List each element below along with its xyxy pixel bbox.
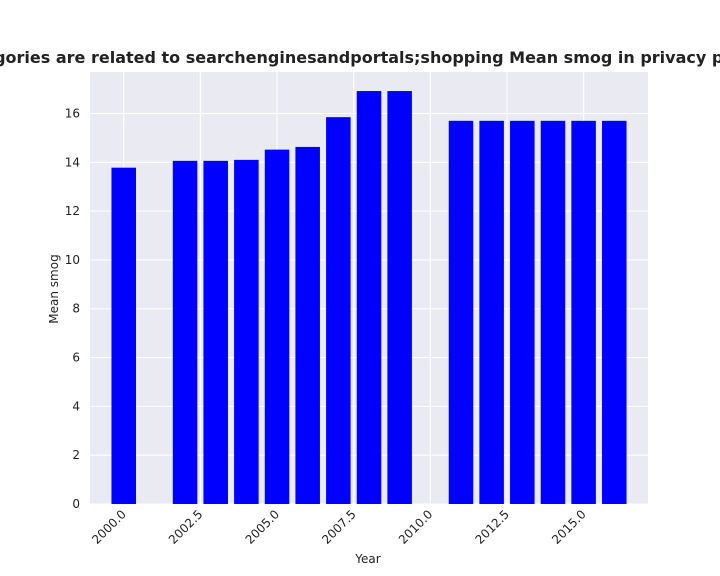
bar	[540, 120, 566, 504]
bar	[203, 160, 228, 504]
y-tick-label: 6	[72, 351, 80, 365]
y-axis-ticks: 0 2 4 6 8 10 12 14 16	[65, 106, 80, 511]
y-tick-label: 2	[72, 448, 80, 462]
bar	[234, 159, 259, 504]
y-tick-label: 4	[72, 399, 80, 413]
x-tick-label: 2007.5	[319, 507, 359, 547]
y-axis-label: Mean smog	[47, 254, 61, 323]
bar	[387, 91, 412, 504]
bar	[448, 120, 474, 504]
x-axis-label: Year	[354, 552, 380, 566]
x-tick-label: 2002.5	[166, 507, 206, 547]
x-tick-label: 2015.0	[549, 507, 589, 547]
bar	[479, 120, 504, 504]
x-tick-label: 2012.5	[472, 507, 512, 547]
x-tick-label: 2005.0	[243, 507, 283, 547]
x-tick-label: 2010.0	[396, 507, 436, 547]
bar	[172, 160, 198, 504]
bar	[264, 149, 290, 504]
bar	[571, 120, 596, 504]
bar	[602, 120, 627, 504]
bar	[510, 120, 535, 504]
y-tick-label: 10	[65, 253, 80, 267]
y-tick-label: 8	[72, 302, 80, 316]
chart-title: n categories are related to searchengine…	[0, 48, 720, 67]
y-tick-label: 0	[72, 497, 80, 511]
bar	[111, 167, 136, 505]
bar	[326, 117, 351, 505]
bar	[295, 146, 320, 504]
x-axis-ticks: 2000.0 2002.5 2005.0 2007.5 2010.0 2012.5 2015…	[89, 507, 588, 547]
y-tick-label: 12	[65, 204, 80, 218]
bars	[111, 91, 627, 505]
bar	[356, 91, 382, 504]
y-tick-label: 16	[65, 106, 80, 120]
x-tick-label: 2000.0	[89, 507, 129, 547]
y-tick-label: 14	[65, 155, 80, 169]
